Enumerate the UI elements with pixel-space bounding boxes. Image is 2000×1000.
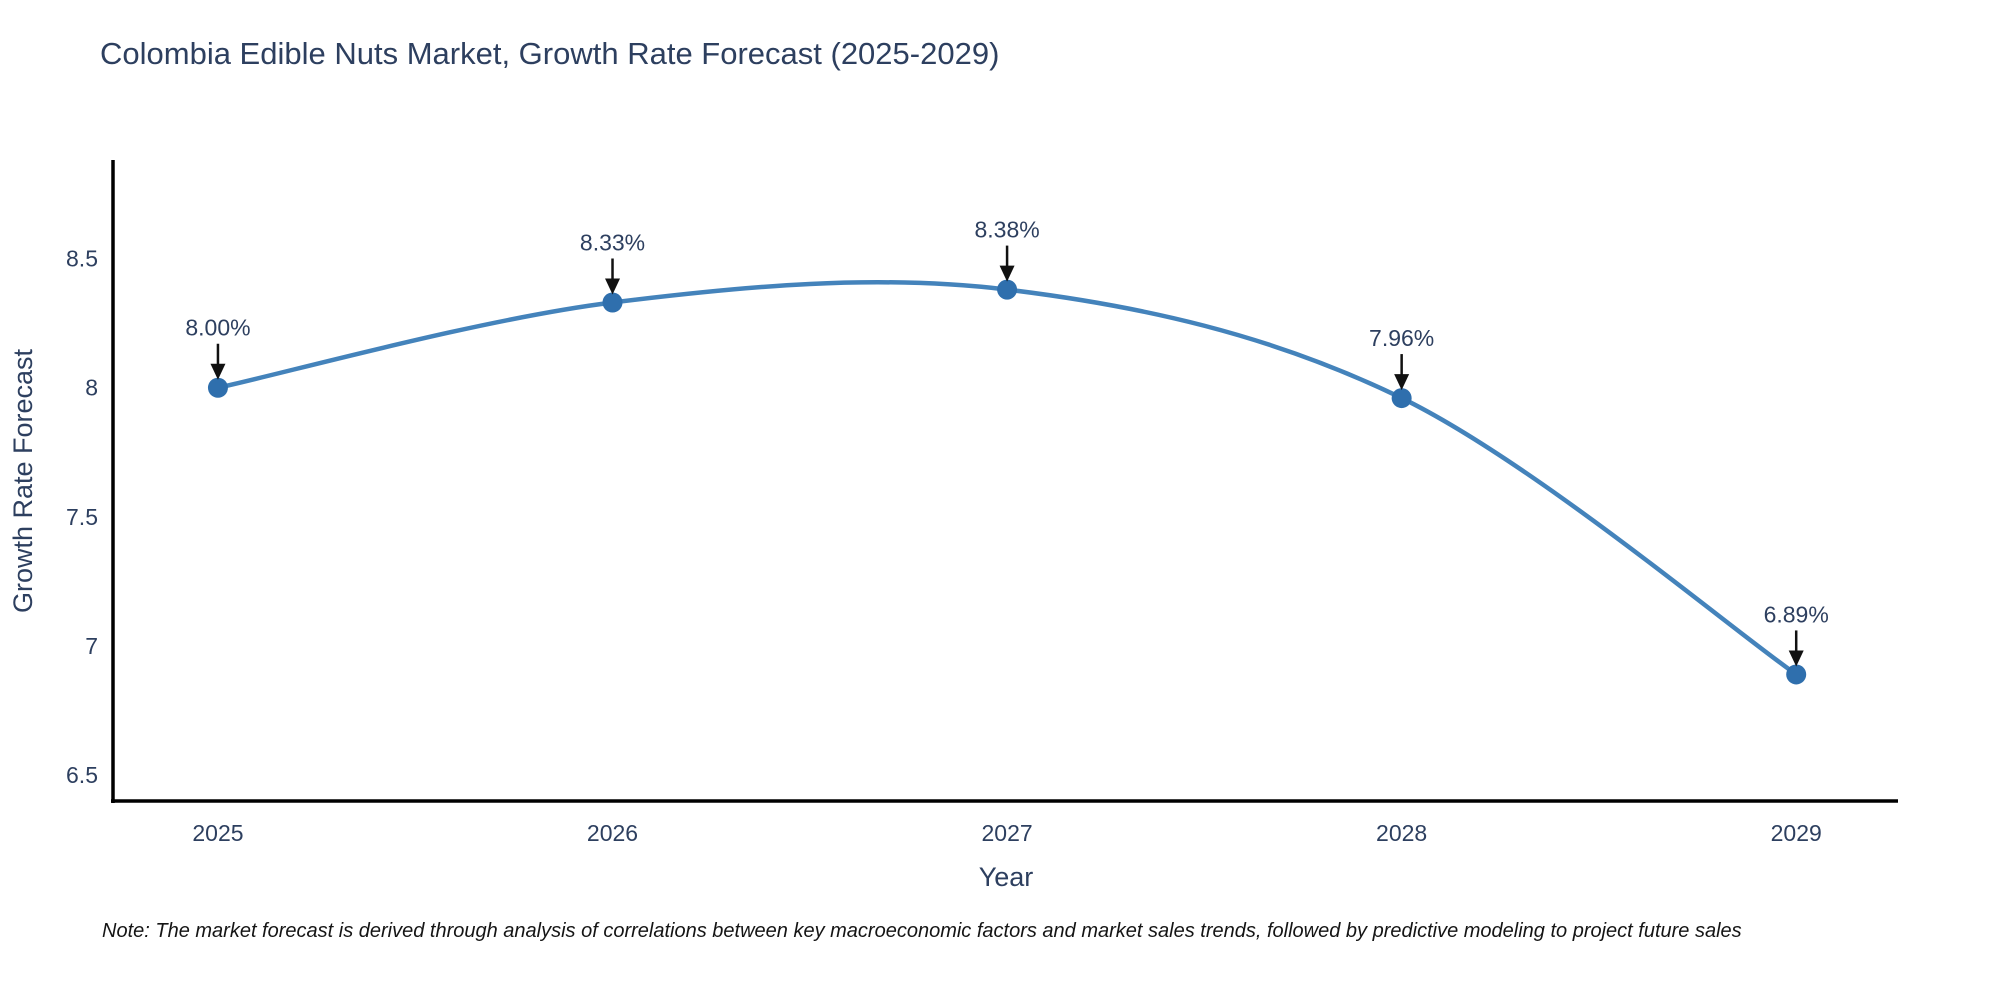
- data-point-marker: [207, 377, 228, 398]
- y-tick-label: 8.5: [66, 246, 98, 272]
- x-tick-label: 2028: [1376, 820, 1427, 846]
- y-tick-label: 7.5: [66, 504, 98, 530]
- data-point-label: 6.89%: [1764, 601, 1829, 627]
- data-point-label: 8.33%: [580, 230, 645, 256]
- annotation-arrowhead-icon: [605, 278, 621, 295]
- data-point-label: 7.96%: [1369, 325, 1434, 351]
- data-point-marker: [1391, 388, 1412, 409]
- data-point-marker: [997, 279, 1018, 300]
- data-point-label: 8.00%: [185, 315, 250, 341]
- annotation-arrowhead-icon: [999, 265, 1015, 282]
- x-tick-label: 2025: [192, 820, 243, 846]
- x-tick-label: 2029: [1771, 820, 1822, 846]
- y-tick-label: 8: [85, 375, 98, 401]
- data-point-label: 8.38%: [974, 217, 1039, 243]
- chart-title: Colombia Edible Nuts Market, Growth Rate…: [100, 36, 1000, 71]
- y-axis-title: Growth Rate Forecast: [8, 348, 38, 613]
- y-tick-label: 7: [85, 633, 98, 659]
- plot-area: 6.5 7 7.5 8 8.5 2025 2026 2027 2028 2029 8.00% 8.33…: [66, 217, 1829, 846]
- x-axis-title: Year: [979, 862, 1034, 892]
- annotation-arrowhead-icon: [1788, 650, 1804, 667]
- y-tick-label: 6.5: [66, 762, 98, 788]
- footnote: Note: The market forecast is derived thr…: [102, 920, 1742, 942]
- forecast-line: [217, 280, 1798, 677]
- annotation-arrowhead-icon: [1394, 374, 1410, 391]
- annotation-arrowhead-icon: [210, 363, 226, 380]
- data-point-marker: [602, 292, 623, 313]
- data-point-marker: [1786, 664, 1807, 685]
- x-tick-label: 2026: [587, 820, 638, 846]
- x-tick-label: 2027: [981, 820, 1032, 846]
